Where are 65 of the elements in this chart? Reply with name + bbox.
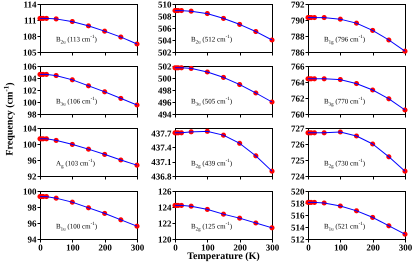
y-tick-label: 506 — [158, 24, 172, 34]
y-tick-label: 98 — [28, 202, 37, 212]
y-tick-label: 762 — [291, 94, 305, 104]
y-tick-label: 120 — [158, 234, 172, 244]
x-tick-label: 200 — [98, 242, 112, 252]
y-tick-label: 500 — [158, 74, 172, 84]
y-tick-label: 518 — [291, 198, 305, 208]
y-tick-label: 726 — [291, 140, 305, 150]
y-tick-label: 514 — [291, 222, 305, 232]
y-tick-label: 520 — [291, 186, 305, 196]
y-tick-label: 124 — [158, 202, 172, 212]
x-tick-label: 100 — [334, 242, 348, 252]
y-tick-label: 516 — [291, 210, 305, 220]
y-tick-label: 508 — [158, 12, 172, 22]
x-tick-label: 0 — [38, 242, 44, 252]
y-tick-label: 437.4 — [151, 142, 172, 153]
y-tick-label: 126 — [158, 186, 172, 196]
y-tick-label: 502 — [158, 48, 172, 58]
y-tick-label: 496 — [158, 98, 172, 108]
y-tick-label: 764 — [291, 78, 305, 88]
x-tick-label: 300 — [398, 242, 413, 252]
y-tick-label: 788 — [291, 32, 305, 42]
y-tick-label: 114 — [23, 0, 37, 10]
y-tick-label: 512 — [291, 234, 305, 244]
y-tick-label: 766 — [291, 62, 305, 72]
y-tick-label: 725 — [291, 156, 305, 166]
y-tick-label: 104 — [23, 124, 37, 134]
y-tick-label: 94 — [28, 234, 37, 244]
x-tick-label: 200 — [366, 242, 380, 252]
y-tick-label: 494 — [158, 110, 172, 120]
y-tick-label: 92 — [28, 172, 37, 182]
y-tick-label: 510 — [158, 0, 172, 10]
x-tick-label: 0 — [306, 242, 312, 252]
y-tick-label: 98 — [28, 110, 37, 120]
x-tick-label: 300 — [266, 242, 280, 252]
y-tick-label: 96 — [28, 218, 37, 228]
x-tick-label: 100 — [201, 242, 216, 252]
y-tick-label: 437.7 — [151, 128, 172, 138]
y-tick-label: 102 — [23, 86, 37, 96]
x-axis-title: Temperature (K) — [187, 251, 260, 262]
y-tick-label: 498 — [158, 86, 172, 96]
y-tick-label: 105 — [23, 48, 37, 58]
y-tick-label: 437.1 — [151, 157, 172, 168]
y-tick-label: 786 — [291, 48, 305, 58]
x-tick-label: 0 — [173, 242, 178, 252]
y-tick-label: 760 — [291, 110, 305, 120]
y-tick-label: 108 — [23, 32, 37, 42]
y-tick-label: 724 — [291, 172, 305, 182]
y-tick-label: 436.8 — [151, 172, 172, 182]
y-tick-label: 96 — [28, 156, 37, 166]
y-tick-label: 122 — [158, 218, 172, 228]
y-tick-label: 100 — [23, 140, 37, 150]
y-tick-label: 106 — [23, 62, 37, 72]
y-tick-label: 100 — [23, 186, 37, 196]
y-tick-label: 100 — [23, 98, 37, 108]
x-tick-label: 300 — [130, 242, 145, 252]
x-tick-label: 200 — [233, 242, 248, 252]
y-tick-label: 792 — [291, 0, 305, 10]
y-tick-label: 111 — [24, 16, 37, 26]
x-tick-label: 100 — [66, 242, 80, 252]
y-tick-label: 502 — [158, 62, 172, 72]
y-tick-label: 727 — [291, 124, 305, 134]
y-tick-label: 790 — [291, 16, 305, 26]
y-tick-label: 104 — [23, 74, 37, 84]
y-tick-label: 504 — [158, 36, 172, 46]
